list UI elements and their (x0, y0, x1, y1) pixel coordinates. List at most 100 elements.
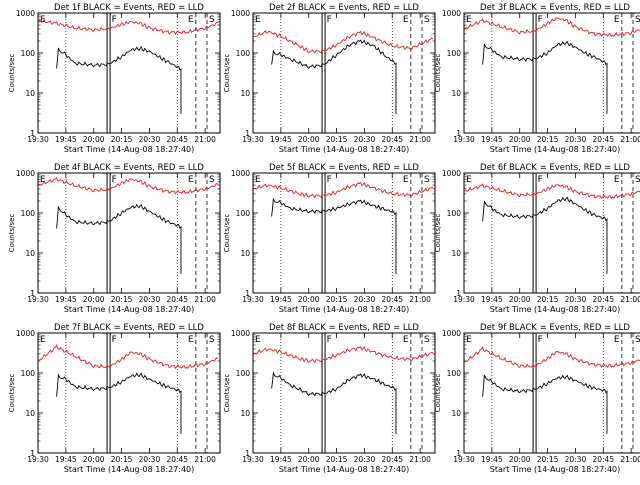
x-tick-label: 20:30 (354, 135, 376, 144)
series-line-events (56, 372, 182, 434)
x-tick-label: 19:45 (55, 295, 77, 304)
x-tick-label: 20:00 (298, 135, 320, 144)
series-line-events (482, 196, 608, 274)
y-tick-label: 100 (236, 49, 251, 58)
x-tick-label: 21:00 (194, 135, 216, 144)
series-line-lld (37, 18, 219, 35)
x-tick-label: 19:45 (481, 135, 503, 144)
detector-panel-4: Det 4f BLACK = Events, RED = LLD 1 10 100 10… (8, 163, 221, 314)
y-tick-label: 10 (25, 89, 35, 98)
y-tick-label: 1000 (16, 9, 35, 18)
marker-f-label: F (327, 15, 332, 25)
x-tick-label: 20:45 (592, 455, 614, 464)
marker-s-label: S (424, 335, 430, 345)
series-line-events (482, 40, 608, 114)
marker-e-label: E (614, 335, 620, 345)
y-axis-label: Counts/sec (223, 54, 231, 93)
x-tick-label: 20:15 (537, 135, 559, 144)
marker-left-e-label: E (40, 175, 46, 185)
y-tick-label: 1000 (442, 329, 461, 338)
marker-s-label: S (635, 175, 640, 185)
x-tick-label: 21:00 (194, 455, 216, 464)
y-tick-label: 10 (240, 89, 250, 98)
plot-frame (252, 172, 436, 294)
x-tick-label: 20:45 (166, 455, 188, 464)
x-tick-label: 21:00 (620, 455, 640, 464)
marker-left-e-label: E (40, 15, 46, 25)
x-tick-label: 20:45 (166, 135, 188, 144)
y-tick-label: 100 (447, 369, 462, 378)
x-axis-label: Start Time (14-Aug-08 18:27:40) (279, 305, 410, 314)
x-tick-label: 20:15 (111, 455, 133, 464)
detector-panel-9: Det 9f BLACK = Events, RED = LLD 1 10 100 10… (434, 323, 640, 474)
x-axis-label: Start Time (14-Aug-08 18:27:40) (490, 145, 621, 154)
x-axis-label: Start Time (14-Aug-08 18:27:40) (64, 145, 195, 154)
marker-left-e-label: E (466, 335, 472, 345)
detector-panel-1: Det 1f BLACK = Events, RED = LLD 1 10 100 10… (8, 3, 221, 154)
series-line-events (271, 371, 397, 434)
y-tick-label: 1 (245, 289, 250, 298)
x-tick-label: 20:00 (509, 135, 531, 144)
y-tick-label: 1000 (231, 329, 250, 338)
x-tick-label: 20:15 (537, 295, 559, 304)
plot-frame (252, 332, 436, 454)
y-tick-label: 100 (447, 209, 462, 218)
panel-title: Det 8f BLACK = Events, RED = LLD (269, 323, 419, 333)
x-tick-label: 19:30 (453, 295, 475, 304)
x-tick-label: 19:30 (242, 135, 264, 144)
panel-title: Det 2f BLACK = Events, RED = LLD (269, 3, 419, 13)
x-tick-label: 19:30 (453, 455, 475, 464)
x-tick-label: 20:45 (592, 295, 614, 304)
marker-f-label: F (538, 175, 543, 185)
y-axis-label: Counts/sec (223, 374, 231, 413)
y-tick-label: 1000 (16, 169, 35, 178)
plot-frame (463, 172, 640, 294)
marker-s-label: S (209, 175, 215, 185)
series-line-events (271, 197, 397, 274)
y-tick-label: 1 (30, 129, 35, 138)
series-line-lld (252, 345, 434, 364)
x-tick-label: 20:45 (381, 455, 403, 464)
y-tick-label: 1 (456, 289, 461, 298)
x-tick-label: 19:30 (453, 135, 475, 144)
y-tick-label: 10 (240, 409, 250, 418)
marker-left-e-label: E (255, 335, 261, 345)
marker-s-label: S (635, 335, 640, 345)
y-tick-label: 1 (245, 129, 250, 138)
marker-left-e-label: E (466, 175, 472, 185)
x-tick-label: 20:15 (537, 455, 559, 464)
series-line-lld (252, 30, 434, 54)
x-tick-label: 20:15 (111, 135, 133, 144)
marker-f-label: F (538, 15, 543, 25)
y-tick-label: 10 (25, 249, 35, 258)
x-axis-label: Start Time (14-Aug-08 18:27:40) (279, 465, 410, 474)
y-tick-label: 100 (21, 49, 36, 58)
x-tick-label: 20:30 (139, 455, 161, 464)
y-tick-label: 100 (447, 49, 462, 58)
x-tick-label: 20:15 (326, 455, 348, 464)
x-tick-label: 20:15 (326, 295, 348, 304)
x-tick-label: 20:00 (83, 455, 105, 464)
series-line-lld (37, 176, 219, 195)
y-tick-label: 100 (21, 209, 36, 218)
series-line-lld (252, 181, 434, 199)
marker-f-label: F (327, 335, 332, 345)
plot-frame (37, 332, 221, 454)
y-axis-label: Counts/sec (434, 214, 442, 253)
x-tick-label: 20:30 (139, 295, 161, 304)
y-axis-label: Counts/sec (434, 54, 442, 93)
marker-e-label: E (188, 15, 194, 25)
y-axis-label: Counts/sec (8, 214, 16, 253)
x-tick-label: 19:30 (27, 295, 49, 304)
marker-f-label: F (112, 15, 117, 25)
plot-frame (463, 12, 640, 134)
x-tick-label: 20:00 (509, 295, 531, 304)
marker-left-e-label: E (255, 15, 261, 25)
series-line-events (56, 203, 182, 274)
x-tick-label: 20:30 (565, 295, 587, 304)
x-tick-label: 20:15 (326, 135, 348, 144)
marker-s-label: S (424, 175, 430, 185)
series-line-lld (463, 346, 640, 369)
series-line-lld (37, 344, 219, 370)
